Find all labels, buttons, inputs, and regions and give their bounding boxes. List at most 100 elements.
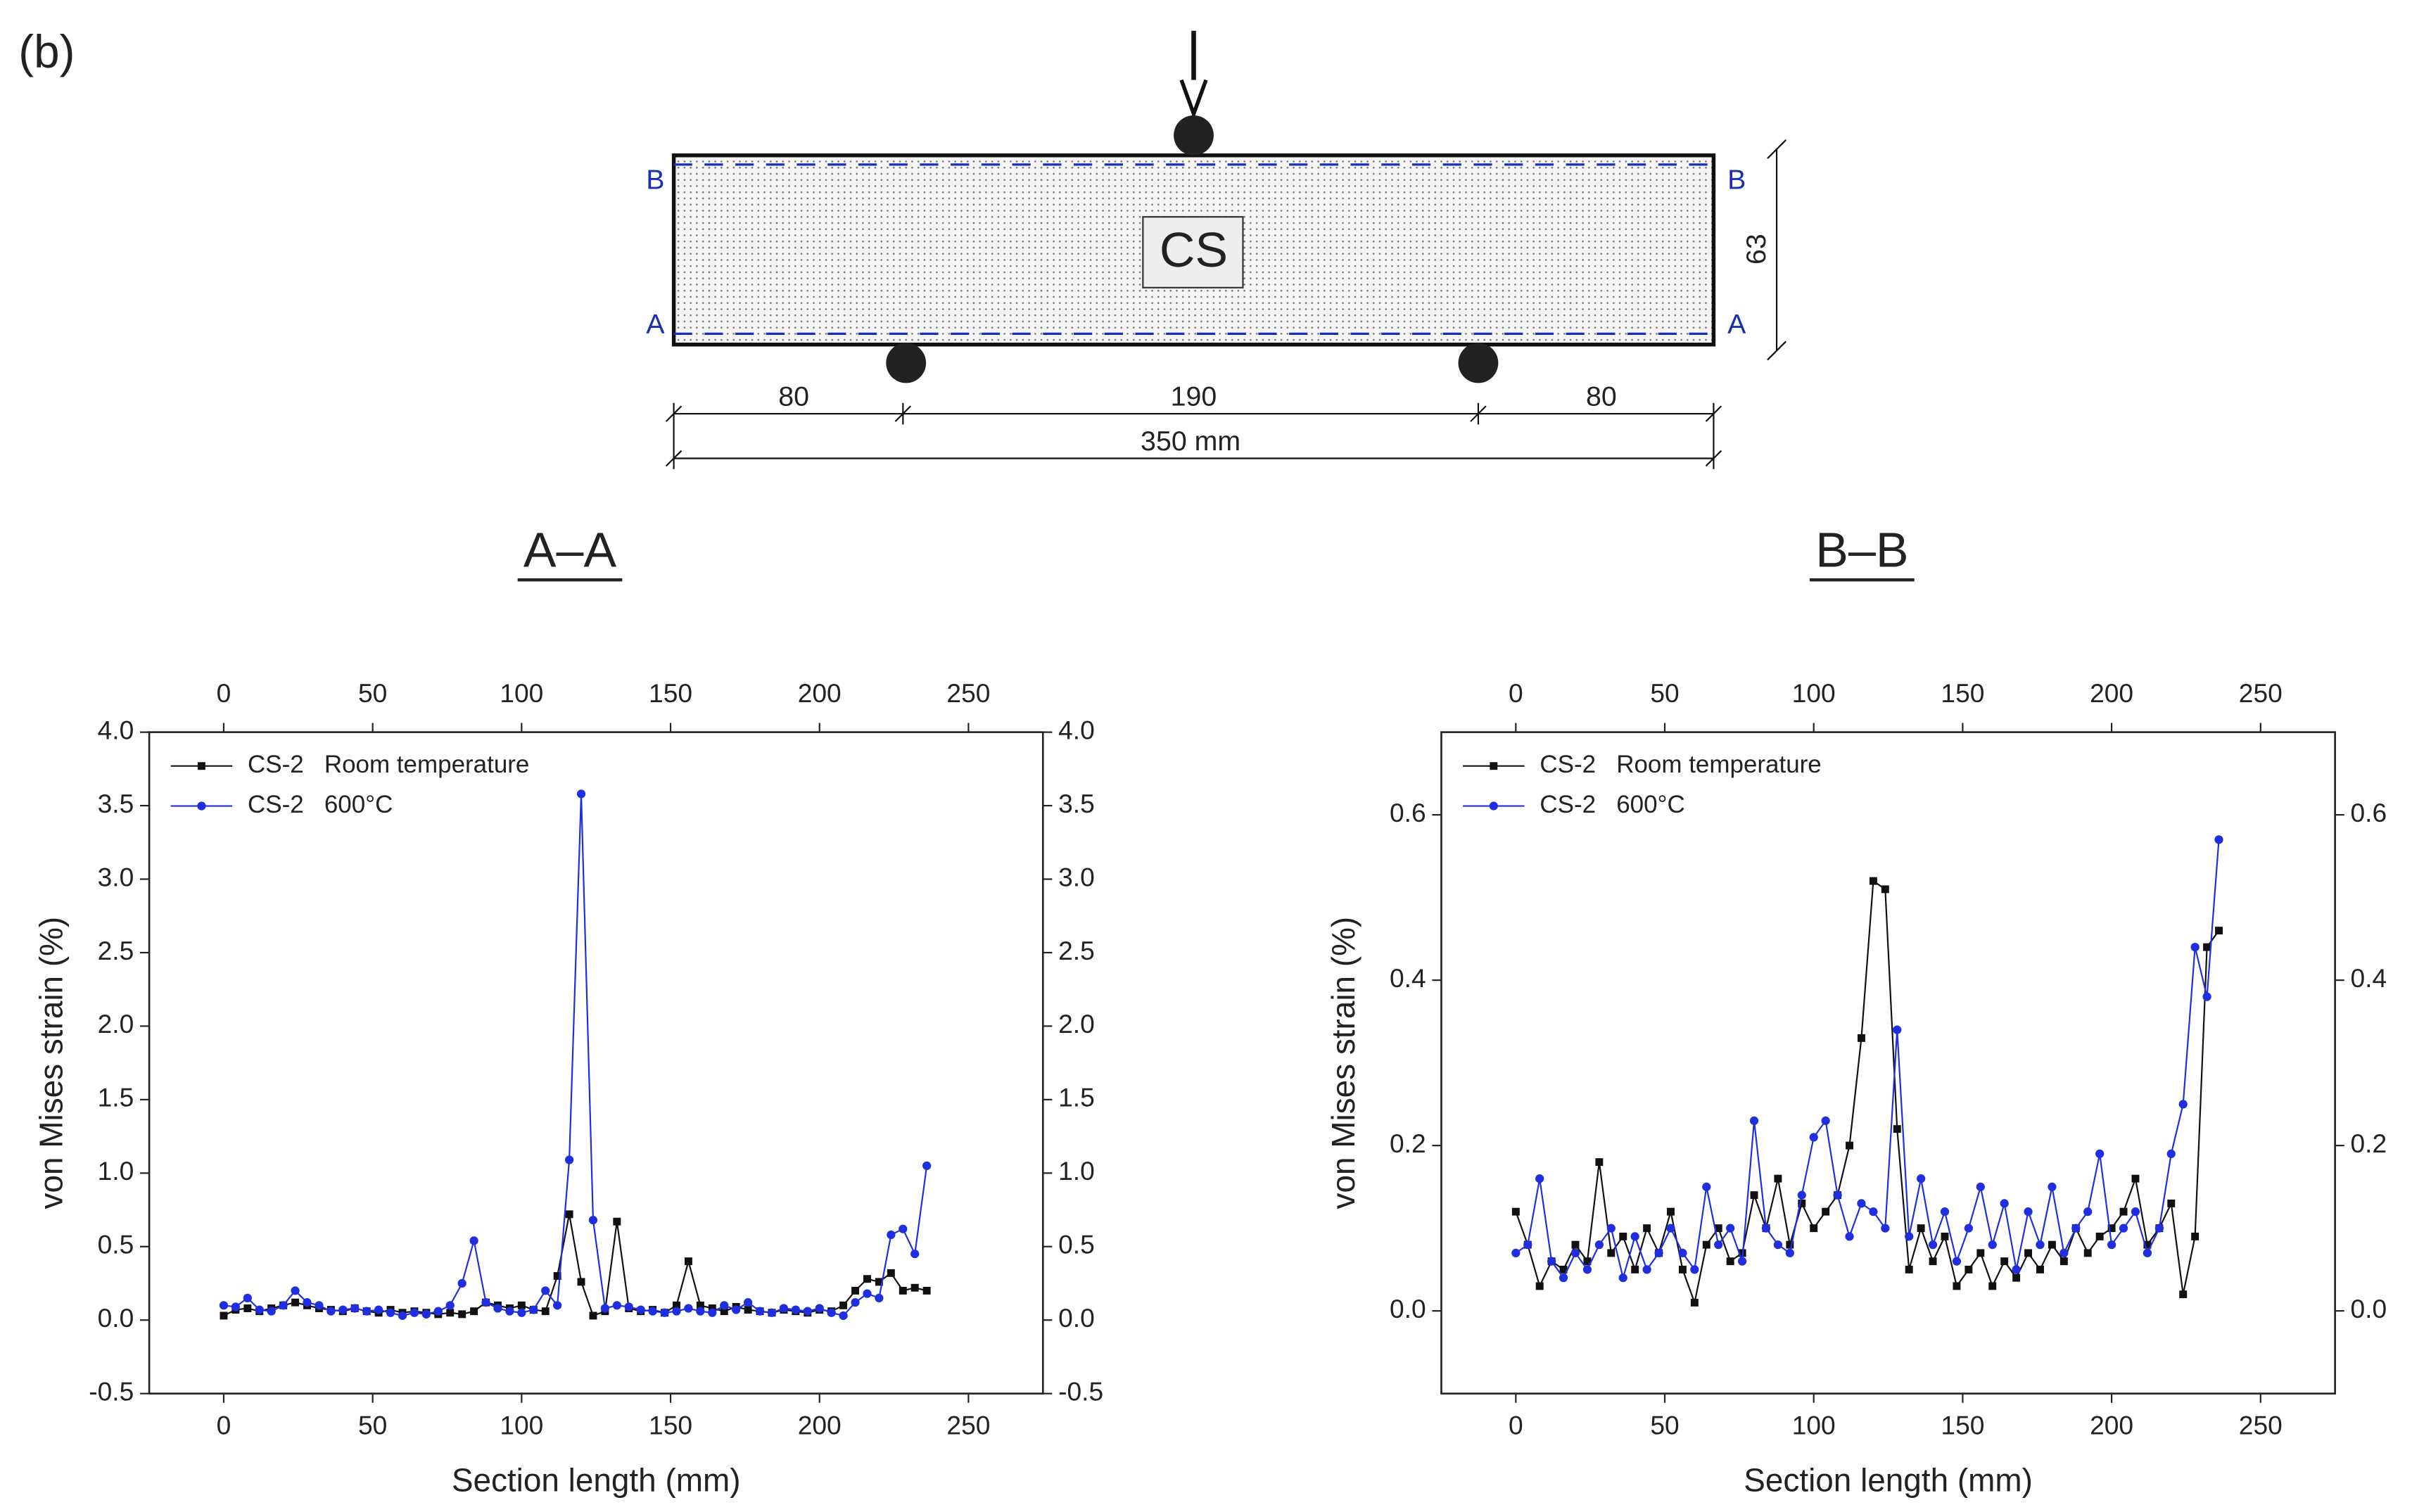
y-tick-label: 0.2 bbox=[1390, 1129, 1426, 1158]
dimension-label: 63 bbox=[1741, 234, 1772, 265]
data-point bbox=[553, 1272, 561, 1281]
x-tick-label-top: 250 bbox=[946, 678, 990, 708]
data-point bbox=[1857, 1199, 1866, 1208]
data-point bbox=[1822, 1207, 1830, 1216]
y-tick-label-right: 4.0 bbox=[1058, 715, 1095, 744]
data-point bbox=[2059, 1248, 2069, 1258]
data-point bbox=[1595, 1158, 1604, 1167]
x-axis-label: Section length (mm) bbox=[1744, 1462, 2033, 1499]
data-point bbox=[600, 1304, 610, 1313]
data-point bbox=[577, 1278, 585, 1286]
data-point bbox=[684, 1304, 693, 1313]
plot-frame bbox=[1440, 731, 2336, 1395]
data-point bbox=[1714, 1224, 1722, 1233]
y-tick-label: 1.5 bbox=[98, 1083, 134, 1112]
data-point bbox=[779, 1304, 789, 1313]
data-point bbox=[1774, 1174, 1782, 1183]
data-point bbox=[243, 1304, 252, 1312]
data-point bbox=[613, 1217, 621, 1226]
data-point bbox=[1869, 877, 1877, 885]
data-point bbox=[1773, 1240, 1783, 1250]
data-point bbox=[1582, 1265, 1592, 1274]
data-point bbox=[863, 1289, 872, 1298]
support-roller bbox=[886, 343, 927, 383]
data-point bbox=[612, 1301, 621, 1310]
x-tick-label: 0 bbox=[217, 1411, 231, 1440]
data-point bbox=[2203, 943, 2211, 951]
data-point bbox=[1809, 1133, 1818, 1142]
data-point bbox=[791, 1305, 800, 1314]
data-point bbox=[1714, 1240, 1723, 1250]
data-point bbox=[767, 1308, 777, 1317]
data-point bbox=[1535, 1174, 1544, 1183]
data-point bbox=[565, 1210, 573, 1219]
data-point bbox=[541, 1286, 550, 1295]
data-point bbox=[743, 1298, 753, 1307]
data-point bbox=[505, 1307, 514, 1316]
x-tick-label-top: 200 bbox=[2090, 678, 2133, 708]
data-point bbox=[2012, 1273, 2021, 1282]
data-point bbox=[470, 1307, 478, 1316]
data-point bbox=[326, 1307, 336, 1316]
data-point bbox=[2119, 1224, 2128, 1233]
data-point bbox=[1786, 1240, 1794, 1249]
data-point bbox=[338, 1305, 348, 1314]
series-line bbox=[223, 794, 928, 1317]
data-point bbox=[350, 1304, 360, 1313]
data-point bbox=[553, 1301, 562, 1310]
data-point bbox=[2000, 1199, 2009, 1208]
data-point bbox=[803, 1307, 812, 1316]
data-point bbox=[839, 1301, 848, 1309]
chart-title: A–A bbox=[523, 523, 617, 578]
data-point bbox=[1607, 1249, 1616, 1257]
chart-title: B–B bbox=[1815, 523, 1908, 578]
data-point bbox=[576, 789, 586, 799]
data-point bbox=[1785, 1248, 1794, 1258]
data-point bbox=[588, 1216, 598, 1225]
legend-marker bbox=[197, 801, 206, 811]
x-tick-label: 50 bbox=[358, 1411, 387, 1440]
x-tick-label: 200 bbox=[2090, 1411, 2133, 1440]
data-point bbox=[481, 1298, 490, 1307]
x-tick-label: 50 bbox=[1650, 1411, 1679, 1440]
data-point bbox=[2131, 1174, 2140, 1183]
y-tick-label: 1.0 bbox=[98, 1156, 134, 1186]
data-point bbox=[1976, 1182, 1985, 1192]
data-point bbox=[2012, 1265, 2021, 1274]
y-tick-label-right: 3.5 bbox=[1058, 789, 1095, 818]
data-point bbox=[1857, 1034, 1865, 1042]
data-point bbox=[1905, 1232, 1914, 1241]
data-point bbox=[875, 1278, 883, 1286]
data-point bbox=[291, 1286, 300, 1295]
data-point bbox=[1690, 1265, 1699, 1274]
data-point bbox=[1570, 1248, 1580, 1258]
x-tick-label: 150 bbox=[649, 1411, 692, 1440]
data-point bbox=[2083, 1249, 2092, 1257]
data-point bbox=[1618, 1273, 1627, 1283]
section-label: A bbox=[646, 309, 665, 340]
legend-label: CS-2 600°C bbox=[1540, 791, 1684, 818]
data-point bbox=[1547, 1257, 1556, 1266]
data-point bbox=[732, 1305, 741, 1314]
data-point bbox=[421, 1309, 431, 1319]
y-axis-label: von Mises strain (%) bbox=[33, 917, 70, 1209]
data-point bbox=[922, 1161, 932, 1170]
data-point bbox=[1583, 1257, 1592, 1266]
x-tick-label-top: 0 bbox=[217, 678, 231, 708]
data-point bbox=[708, 1304, 716, 1312]
data-point bbox=[446, 1309, 455, 1317]
data-point bbox=[1702, 1240, 1710, 1249]
data-point bbox=[1964, 1265, 1973, 1273]
specimen-label: CS bbox=[1160, 222, 1228, 277]
x-tick-label-top: 50 bbox=[1650, 678, 1679, 708]
data-point bbox=[589, 1311, 597, 1320]
data-point bbox=[2166, 1149, 2176, 1159]
data-point bbox=[2154, 1224, 2164, 1233]
data-point bbox=[2107, 1240, 2116, 1250]
data-point bbox=[673, 1301, 680, 1309]
data-point bbox=[1917, 1174, 1926, 1183]
data-point bbox=[1881, 885, 1889, 894]
data-point bbox=[1511, 1248, 1521, 1258]
data-point bbox=[744, 1306, 752, 1314]
data-point bbox=[2036, 1240, 2045, 1250]
